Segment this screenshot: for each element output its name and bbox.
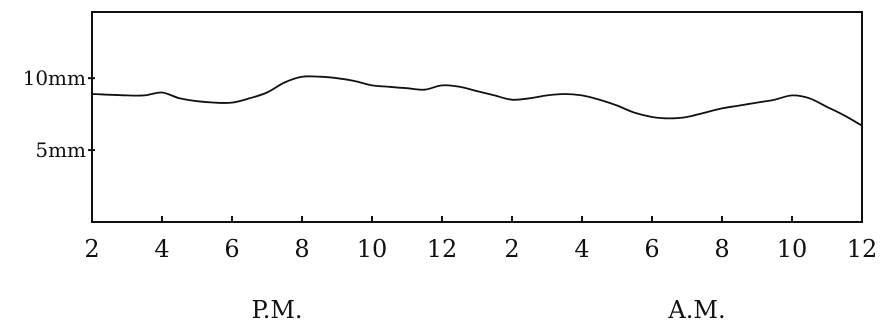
- y-tick-label: 5mm: [35, 138, 86, 162]
- x-tick-label: 12: [847, 235, 878, 263]
- x-tick-label: 2: [84, 235, 99, 263]
- x-tick-label: 4: [574, 235, 589, 263]
- x-tick-label: 4: [154, 235, 169, 263]
- series-layer: [91, 75, 863, 127]
- plot-frame: [91, 11, 863, 223]
- x-tick-label: 6: [224, 235, 239, 263]
- x-tick-label: 2: [504, 235, 519, 263]
- x-axis: 2 4 6 8 10 12 2 4 6 8 10 12: [84, 216, 877, 263]
- series-line: [91, 75, 863, 127]
- x-tick-label: 10: [357, 235, 388, 263]
- x-tick-label: 8: [714, 235, 729, 263]
- period-labels: P.M. A.M.: [251, 296, 725, 324]
- x-tick-label: 12: [427, 235, 458, 263]
- x-tick-label: 6: [644, 235, 659, 263]
- period-label: P.M.: [251, 296, 302, 324]
- x-tick-label: 8: [294, 235, 309, 263]
- period-label: A.M.: [667, 296, 725, 324]
- y-axis: 10mm 5mm: [23, 66, 95, 162]
- y-tick-label: 10mm: [23, 66, 86, 90]
- x-tick-label: 10: [777, 235, 808, 263]
